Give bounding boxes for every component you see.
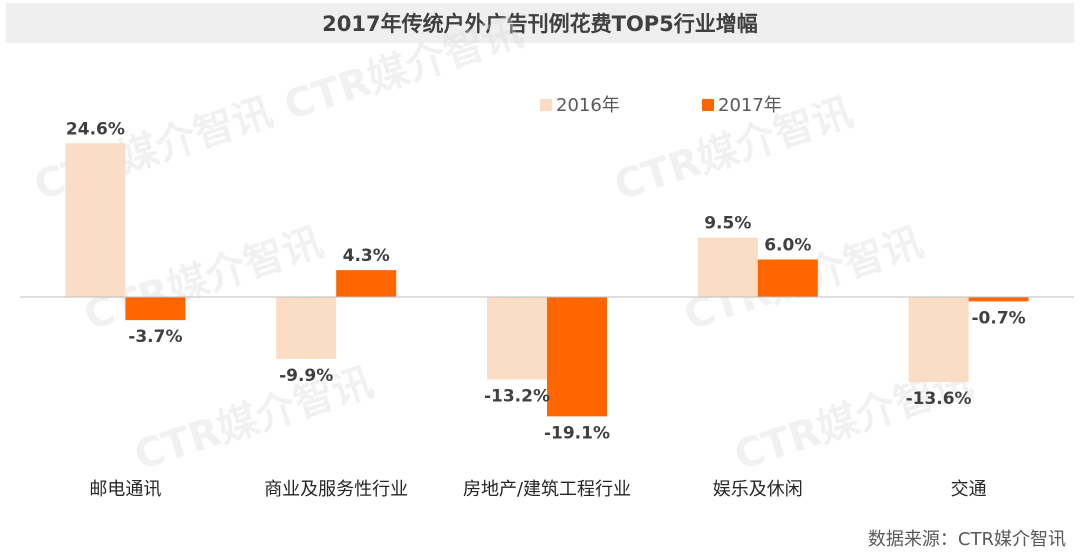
legend-label-1: 2016年 (556, 95, 620, 116)
data-label: -19.1% (544, 423, 610, 443)
legend-swatch-2 (702, 99, 714, 111)
legend-label-2: 2017年 (718, 95, 782, 116)
bar-s2-0 (125, 297, 186, 321)
bar-s1-0 (65, 143, 126, 297)
data-labels-layer: 24.6% -3.7% -9.9% 4.3% -13.2% -19.1% 9.5% 6.0% -… (66, 119, 1026, 443)
data-label: -13.2% (484, 387, 550, 407)
chart-title: 2017年传统户外广告刊例花费TOP5行业增幅 (6, 3, 1074, 43)
legend-swatch-1 (540, 99, 552, 111)
category-labels-layer: 邮电通讯 商业及服务性行业 房地产/建筑工程行业 娱乐及休闲 交通 (89, 479, 986, 500)
data-label: -13.6% (906, 389, 972, 409)
watermark-text: CTR媒介智讯 (129, 359, 379, 479)
bar-s1-2 (487, 297, 547, 380)
bar-s2-4 (968, 297, 1029, 302)
bar-s1-1 (276, 297, 337, 359)
data-label: 6.0% (764, 236, 811, 256)
category-label: 邮电通讯 (89, 479, 161, 500)
category-label: 商业及服务性行业 (264, 479, 408, 500)
category-label: 房地产/建筑工程行业 (463, 479, 631, 500)
data-label: 4.3% (343, 246, 390, 266)
bar-s1-3 (697, 237, 758, 297)
data-label: 9.5% (704, 214, 751, 234)
bar-s1-4 (908, 297, 969, 382)
bar-s2-2 (547, 297, 607, 417)
legend: 2016年 2017年 (540, 95, 782, 116)
bars-layer (65, 143, 1029, 417)
bar-s2-1 (336, 270, 397, 297)
data-label: 24.6% (66, 119, 125, 139)
bar-s2-3 (757, 259, 818, 297)
source-note: 数据来源：CTR媒介智讯 (867, 529, 1066, 550)
data-label: -0.7% (971, 308, 1025, 328)
data-label: -3.7% (128, 327, 182, 347)
data-label: -9.9% (279, 366, 333, 386)
category-label: 交通 (951, 479, 987, 500)
category-label: 娱乐及休闲 (713, 479, 803, 500)
watermark-text: CTR媒介智讯 (279, 9, 529, 129)
